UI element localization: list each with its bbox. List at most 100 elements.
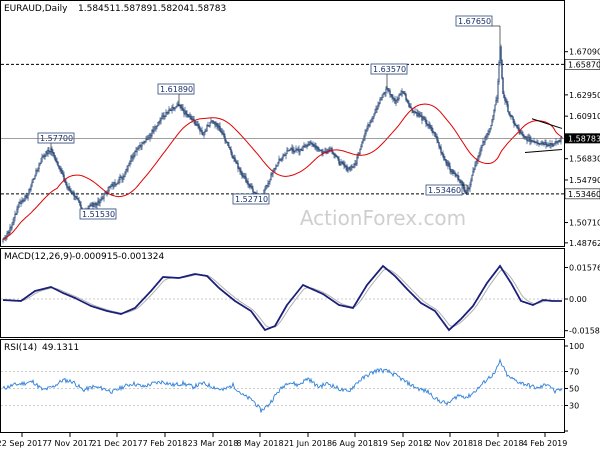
candle-body bbox=[425, 119, 427, 124]
date-tick-label: 22 Sep 2017 bbox=[0, 439, 47, 448]
candle-body bbox=[235, 161, 237, 163]
candle-body bbox=[347, 168, 349, 171]
candle-body bbox=[491, 119, 493, 126]
candle-body bbox=[523, 135, 525, 137]
candle-body bbox=[102, 197, 104, 200]
candle-body bbox=[99, 199, 101, 204]
candle-body bbox=[76, 196, 78, 199]
candle-body bbox=[244, 175, 246, 178]
macd-main-line bbox=[2, 264, 562, 332]
candle-body bbox=[465, 191, 467, 194]
candle-body bbox=[103, 193, 105, 199]
watermark: ActionForex.com bbox=[300, 206, 466, 230]
candle-body bbox=[248, 183, 250, 186]
rsi-tick-label: 50 bbox=[569, 385, 579, 394]
price-tick-label: 1.67090 bbox=[569, 48, 600, 57]
candle-body bbox=[535, 141, 537, 143]
candle-body bbox=[302, 145, 304, 151]
candle-body bbox=[389, 90, 391, 95]
candle-body bbox=[273, 168, 275, 171]
macd-main-value: -0.000915 bbox=[72, 252, 118, 262]
candle-body bbox=[365, 130, 367, 134]
candle-body bbox=[115, 183, 117, 186]
candle-body bbox=[429, 124, 431, 128]
candle-body bbox=[20, 200, 22, 204]
candle-body bbox=[254, 191, 256, 194]
candle-body bbox=[508, 111, 510, 115]
candle-body bbox=[513, 119, 515, 125]
candle-body bbox=[350, 166, 352, 170]
candle-body bbox=[77, 198, 79, 201]
candle-body bbox=[10, 227, 12, 229]
candle-body bbox=[299, 148, 301, 153]
candle-body bbox=[175, 106, 177, 109]
candle-body bbox=[431, 127, 433, 132]
candle-body bbox=[280, 159, 282, 161]
candle-body bbox=[521, 132, 523, 135]
moving-average-line bbox=[2, 103, 563, 240]
date-tick-label: 21 Jun 2018 bbox=[284, 439, 332, 448]
candle-body bbox=[73, 192, 75, 197]
candle-body bbox=[504, 97, 506, 101]
date-tick-label: 6 Aug 2018 bbox=[332, 439, 378, 448]
candle-body bbox=[268, 181, 270, 184]
candle-body bbox=[228, 145, 230, 148]
candle-body bbox=[391, 94, 393, 98]
candle-body bbox=[27, 193, 29, 199]
candle-body bbox=[342, 162, 344, 165]
candle-body bbox=[278, 159, 280, 163]
candle-body bbox=[402, 91, 404, 94]
candle-body bbox=[31, 182, 33, 187]
close-value: 1.58783 bbox=[189, 4, 226, 14]
candle-body bbox=[277, 161, 279, 167]
candle-body bbox=[189, 115, 191, 118]
rsi-panel-frame bbox=[0, 339, 565, 433]
candle-body bbox=[229, 147, 231, 150]
candle-body bbox=[220, 130, 222, 133]
candle-body bbox=[16, 208, 18, 215]
candle-body bbox=[406, 99, 408, 101]
candle-body bbox=[37, 168, 39, 171]
candle-body bbox=[176, 105, 178, 107]
macd-panel-frame bbox=[0, 248, 565, 338]
candle-body bbox=[265, 184, 267, 190]
candle-body bbox=[34, 175, 36, 179]
candle-body bbox=[48, 150, 50, 152]
candle-body bbox=[311, 142, 313, 145]
candle-body bbox=[78, 199, 80, 203]
candle-body bbox=[522, 134, 524, 136]
candle-body bbox=[134, 150, 136, 156]
candle-body bbox=[448, 162, 450, 167]
candle-body bbox=[221, 131, 223, 134]
candle-body bbox=[165, 111, 167, 117]
candle-body bbox=[496, 98, 498, 101]
candle-body bbox=[516, 125, 518, 128]
candle-body bbox=[375, 109, 377, 113]
candle-body bbox=[462, 182, 464, 186]
candle-body bbox=[554, 142, 556, 145]
high-value: 1.58789 bbox=[115, 4, 152, 14]
callout-label: 1.53460 bbox=[428, 186, 461, 195]
candle-body bbox=[136, 148, 138, 153]
rsi-value: 49.1311 bbox=[42, 343, 79, 353]
candle-body bbox=[42, 156, 44, 158]
price-tick-label: 1.56830 bbox=[569, 155, 600, 164]
candle-body bbox=[51, 148, 53, 153]
candle-body bbox=[449, 166, 451, 170]
callout-box bbox=[425, 184, 463, 196]
candle-body bbox=[241, 172, 243, 177]
candle-body bbox=[61, 170, 63, 174]
candle-body bbox=[545, 142, 547, 145]
candle-body bbox=[118, 179, 120, 183]
date-tick-label: 23 Mar 2018 bbox=[188, 439, 239, 448]
candle-body bbox=[234, 157, 236, 162]
candle-body bbox=[481, 144, 483, 148]
candle-body bbox=[245, 176, 247, 183]
candle-body bbox=[65, 181, 67, 185]
candle-body bbox=[150, 134, 152, 137]
candle-body bbox=[560, 137, 562, 142]
candle-body bbox=[557, 141, 559, 144]
candle-body bbox=[357, 153, 359, 158]
price-tick-label: 1.48762 bbox=[569, 239, 600, 248]
